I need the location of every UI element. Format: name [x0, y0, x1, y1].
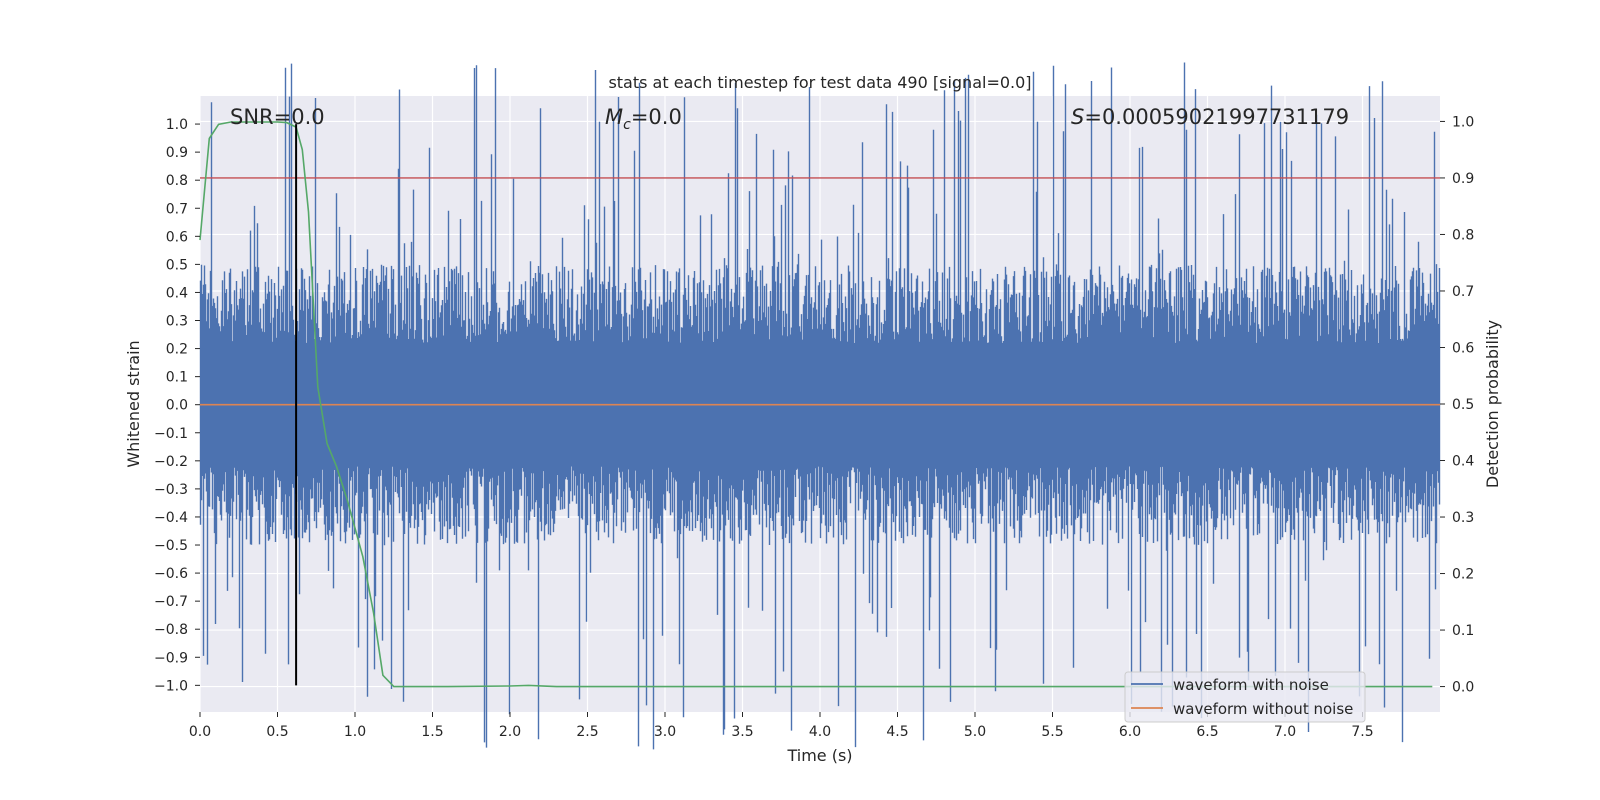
left-tick-label: 0.0 [166, 398, 188, 414]
left-tick-label: −0.3 [154, 482, 188, 498]
x-axis-ticks: 0.0 0.5 1.0 1.5 2.0 2.5 3.0 3.5 4.0 4.5 5.0 5.5 6.0 6… [189, 712, 1374, 740]
legend-box [1124, 671, 1366, 723]
right-tick-label: 0.6 [1452, 340, 1474, 356]
right-tick-label: 0.7 [1452, 284, 1474, 300]
detection-probability-line [199, 121, 1433, 688]
chirp-mass-annotation: Mc=0.0 [605, 105, 682, 133]
left-tick-label: −1.0 [154, 678, 188, 694]
right-y-axis-label: Detection probability [1483, 320, 1502, 488]
left-tick-label: 0.2 [166, 342, 188, 358]
left-tick-label: 0.3 [166, 314, 188, 330]
right-tick-label: 0.5 [1452, 397, 1474, 413]
x-axis-label: Time (s) [786, 746, 852, 765]
x-tick-label: 7.5 [1351, 724, 1373, 740]
y-axis-label: Whitened strain [124, 340, 143, 467]
left-tick-label: 0.8 [166, 173, 188, 189]
x-tick-label: 3.5 [731, 724, 753, 740]
left-tick-label: −0.4 [154, 510, 188, 526]
x-tick-label: 0.0 [189, 724, 211, 740]
left-tick-label: −0.5 [154, 538, 188, 554]
left-tick-label: 0.1 [166, 370, 188, 386]
x-tick-label: 6.0 [1119, 724, 1141, 740]
left-tick-label: −0.8 [154, 622, 188, 638]
chart-title: stats at each timestep for test data 490… [608, 73, 1031, 92]
right-tick-label: 0.0 [1452, 680, 1474, 696]
left-tick-label: 0.9 [166, 145, 188, 161]
right-axis-ticks: 1.0 0.9 0.8 0.7 0.6 0.5 0.4 0.3 0.2 0.1 0.0 [1440, 114, 1474, 696]
right-tick-label: 0.9 [1452, 171, 1474, 187]
x-tick-label: 5.5 [1041, 724, 1063, 740]
x-tick-label: 3.0 [654, 724, 676, 740]
right-tick-label: 0.2 [1452, 567, 1474, 583]
left-tick-label: 1.0 [166, 117, 188, 133]
x-tick-label: 1.0 [344, 724, 366, 740]
left-tick-label: −0.1 [154, 426, 188, 442]
left-tick-label: −0.2 [154, 454, 188, 470]
noisy-waveform-series [199, 62, 1441, 750]
left-tick-label: 0.5 [166, 257, 188, 273]
left-tick-label: 0.6 [166, 229, 188, 245]
legend-label-noisy: waveform with noise [1173, 676, 1329, 694]
x-tick-label: 5.0 [964, 724, 986, 740]
x-tick-label: 2.0 [499, 724, 521, 740]
x-tick-label: 0.5 [266, 724, 288, 740]
legend-label-clean: waveform without noise [1173, 700, 1353, 718]
x-tick-label: 4.0 [809, 724, 831, 740]
left-tick-label: 0.7 [166, 201, 188, 217]
right-tick-label: 0.4 [1452, 454, 1474, 470]
noisy-waveform-path [199, 62, 1441, 750]
score-annotation: S=0.00059021997731179 [1071, 105, 1349, 129]
snr-annotation: SNR=0.0 [230, 105, 325, 129]
x-tick-label: 1.5 [421, 724, 443, 740]
left-axis-ticks: 1.0 0.9 0.8 0.7 0.6 0.5 0.4 0.3 0.2 0.1 0.0 −0.1 −0.… [154, 117, 200, 694]
x-tick-label: 2.5 [576, 724, 598, 740]
left-tick-label: 0.4 [166, 285, 188, 301]
x-tick-label: 6.5 [1196, 724, 1218, 740]
legend: waveform with noise waveform without noi… [1124, 671, 1366, 723]
right-tick-label: 1.0 [1452, 114, 1474, 130]
left-tick-label: −0.9 [154, 650, 188, 666]
right-tick-label: 0.3 [1452, 510, 1474, 526]
x-tick-label: 7.0 [1274, 724, 1296, 740]
right-tick-label: 0.8 [1452, 227, 1474, 243]
x-tick-label: 4.5 [886, 724, 908, 740]
right-tick-label: 0.1 [1452, 623, 1474, 639]
left-tick-label: −0.6 [154, 566, 188, 582]
left-tick-label: −0.7 [154, 594, 188, 610]
